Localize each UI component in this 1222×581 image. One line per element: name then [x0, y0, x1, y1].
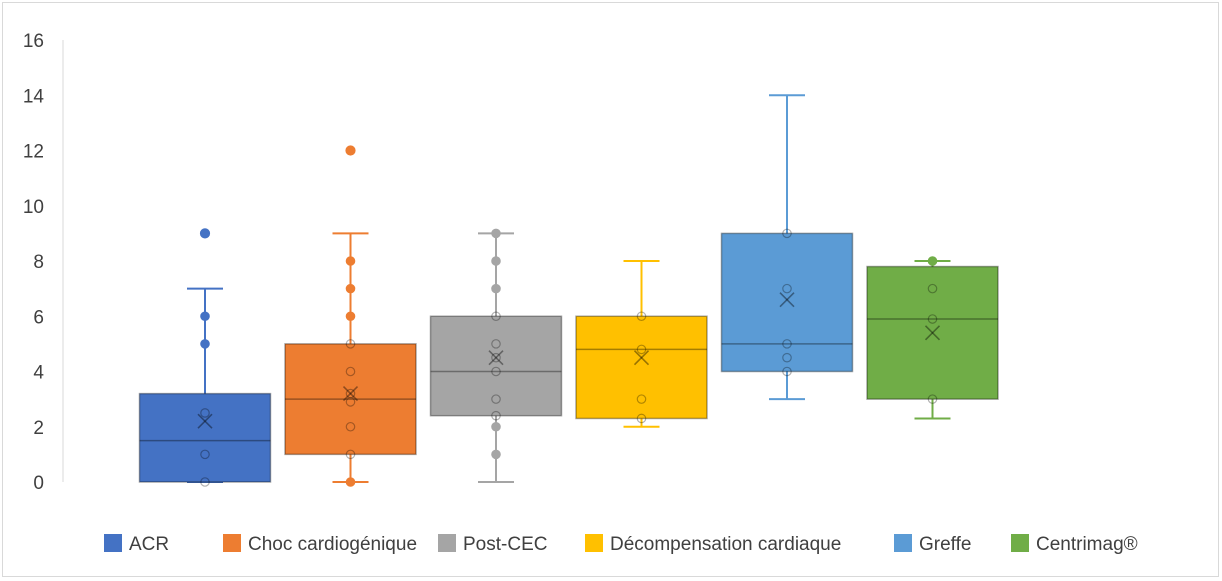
legend-swatch	[104, 534, 122, 552]
data-point	[636, 394, 647, 404]
box-series	[429, 228, 563, 483]
legend-swatch	[1011, 534, 1029, 552]
y-tick-label: 4	[33, 363, 44, 384]
mean-marker	[924, 325, 941, 341]
data-point	[345, 477, 356, 487]
data-point	[491, 394, 501, 404]
data-point	[491, 366, 501, 377]
data-point	[491, 449, 501, 460]
data-point	[927, 256, 938, 266]
data-point	[345, 388, 356, 399]
box-iqr	[429, 315, 563, 417]
data-point	[491, 256, 501, 266]
mean-marker	[633, 350, 650, 366]
data-point	[782, 339, 792, 349]
data-point	[491, 311, 501, 322]
data-point	[491, 339, 501, 349]
data-point	[345, 339, 356, 349]
mean-marker	[633, 350, 650, 366]
mean-marker	[488, 350, 504, 366]
legend-swatch	[438, 534, 456, 552]
data-point	[345, 256, 356, 266]
data-point	[782, 352, 792, 363]
box-series	[284, 145, 417, 487]
mean-marker	[924, 325, 941, 341]
y-tick-label: 16	[23, 31, 44, 52]
mean-marker	[342, 386, 359, 402]
data-point	[345, 397, 356, 407]
y-tick-label: 8	[33, 252, 44, 273]
data-point	[636, 311, 647, 322]
mean-marker	[197, 413, 213, 429]
legend-label: Décompensation cardiaque	[610, 534, 841, 555]
data-point	[927, 314, 938, 324]
legend-label: Centrimag®	[1036, 534, 1138, 555]
data-point	[345, 311, 356, 322]
data-point	[927, 283, 938, 294]
legend-swatch	[585, 534, 603, 552]
y-tick-label: 14	[23, 86, 45, 107]
data-point	[345, 366, 356, 377]
data-point	[782, 228, 792, 239]
box-iqr	[138, 392, 272, 483]
mean-marker	[779, 292, 795, 308]
outlier-point	[199, 228, 211, 239]
legend: ACR Choc cardiogénique Post-CEC Décompensat…	[104, 534, 1138, 555]
data-point	[345, 421, 356, 432]
data-point	[927, 394, 938, 404]
y-tick-label: 10	[23, 197, 44, 218]
data-point	[345, 449, 356, 460]
box-series	[720, 94, 854, 401]
box-series	[138, 228, 272, 487]
y-tick-label: 2	[33, 418, 44, 439]
data-point	[491, 352, 501, 363]
box-iqr	[284, 343, 417, 456]
data-point	[491, 283, 501, 294]
data-point	[782, 283, 792, 294]
data-point	[491, 410, 501, 421]
outlier-point	[345, 145, 356, 156]
y-axis-ticks: 0 2 4 6 8 10 12 14 16	[23, 31, 45, 494]
box-iqr	[575, 315, 708, 420]
legend-swatch	[894, 534, 912, 552]
legend-swatch	[223, 534, 241, 552]
legend-label: Post-CEC	[463, 534, 547, 555]
legend-label: Choc cardiogénique	[248, 534, 417, 555]
data-point	[636, 344, 647, 355]
data-point	[200, 477, 210, 487]
data-point	[200, 408, 210, 418]
box-series	[866, 256, 999, 420]
legend-label: Greffe	[919, 534, 971, 555]
mean-marker	[197, 413, 213, 429]
data-point	[200, 311, 210, 322]
data-point	[491, 421, 501, 432]
box-series	[575, 260, 708, 428]
data-point	[491, 228, 501, 239]
mean-marker	[779, 292, 795, 308]
box-series-group	[138, 94, 999, 487]
y-tick-label: 12	[23, 142, 44, 163]
mean-marker	[342, 386, 359, 402]
y-tick-label: 0	[33, 473, 44, 494]
legend-label: ACR	[129, 534, 169, 555]
y-tick-label: 6	[33, 307, 44, 328]
data-point	[782, 366, 792, 377]
mean-marker	[488, 350, 504, 366]
data-point	[200, 449, 210, 460]
data-point	[636, 413, 647, 424]
box-iqr	[866, 265, 999, 400]
data-point	[345, 283, 356, 294]
box-iqr	[720, 232, 854, 373]
data-point	[200, 339, 210, 349]
